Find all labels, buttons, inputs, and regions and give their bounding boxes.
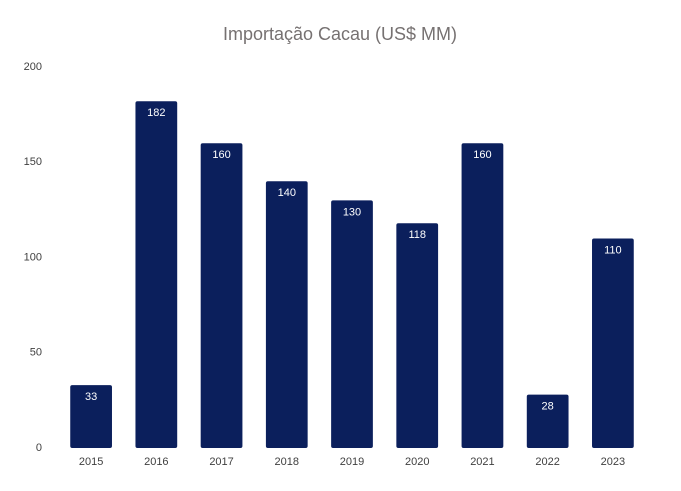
- bar: [200, 143, 243, 448]
- bar: [265, 181, 308, 449]
- data-label: 110: [604, 244, 622, 256]
- chart-title: Importação Cacau (US$ MM): [223, 24, 457, 44]
- y-tick-label: 50: [30, 347, 42, 359]
- bar: [70, 385, 112, 448]
- y-tick-label: 100: [24, 251, 42, 263]
- y-tick-label: 0: [36, 442, 42, 454]
- data-label: 160: [473, 149, 491, 161]
- data-label: 118: [408, 229, 426, 241]
- bar: [461, 143, 504, 448]
- x-tick-label: 2017: [209, 456, 233, 468]
- y-tick-label: 150: [24, 156, 42, 168]
- x-tick-label: 2020: [405, 456, 429, 468]
- data-label: 130: [343, 206, 361, 218]
- x-tick-label: 2023: [601, 456, 625, 468]
- x-tick-label: 2022: [535, 456, 559, 468]
- bar: [592, 238, 634, 448]
- bar: [331, 200, 373, 448]
- x-tick-label: 2018: [275, 456, 299, 468]
- x-tick-label: 2016: [144, 456, 168, 468]
- data-label: 33: [85, 391, 97, 403]
- x-tick-label: 2019: [340, 456, 364, 468]
- bar: [396, 223, 439, 448]
- data-label: 160: [212, 149, 230, 161]
- data-label: 28: [542, 401, 554, 413]
- x-tick-label: 2021: [470, 456, 494, 468]
- data-label: 182: [147, 107, 165, 119]
- bar: [526, 394, 569, 448]
- data-label: 140: [278, 187, 296, 199]
- y-tick-label: 200: [24, 61, 42, 73]
- bar: [135, 101, 178, 448]
- x-tick-label: 2015: [79, 456, 103, 468]
